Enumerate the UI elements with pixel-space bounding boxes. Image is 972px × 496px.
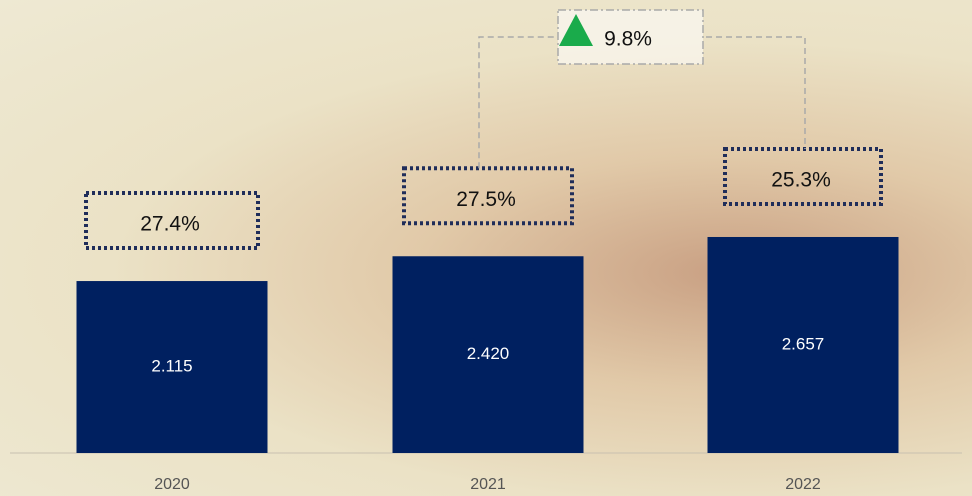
margin-label: 25.3% <box>771 169 831 192</box>
growth-label: 9.8% <box>604 28 652 51</box>
value-label: 2.115 <box>151 357 192 376</box>
page: 2.115 2020 27.4% 2.420 2021 27.5% 2.657 2022 25.… <box>0 0 972 496</box>
margin-label: 27.5% <box>456 188 516 211</box>
x-tick-label: 2022 <box>785 476 821 493</box>
x-tick-label: 2021 <box>470 476 506 493</box>
value-label: 2.657 <box>782 334 825 353</box>
value-label: 2.420 <box>467 344 510 363</box>
x-tick-label: 2020 <box>154 476 190 493</box>
chart: 2.115 2020 27.4% 2.420 2021 27.5% 2.657 2022 25.… <box>0 0 972 496</box>
margin-label: 27.4% <box>140 213 200 236</box>
